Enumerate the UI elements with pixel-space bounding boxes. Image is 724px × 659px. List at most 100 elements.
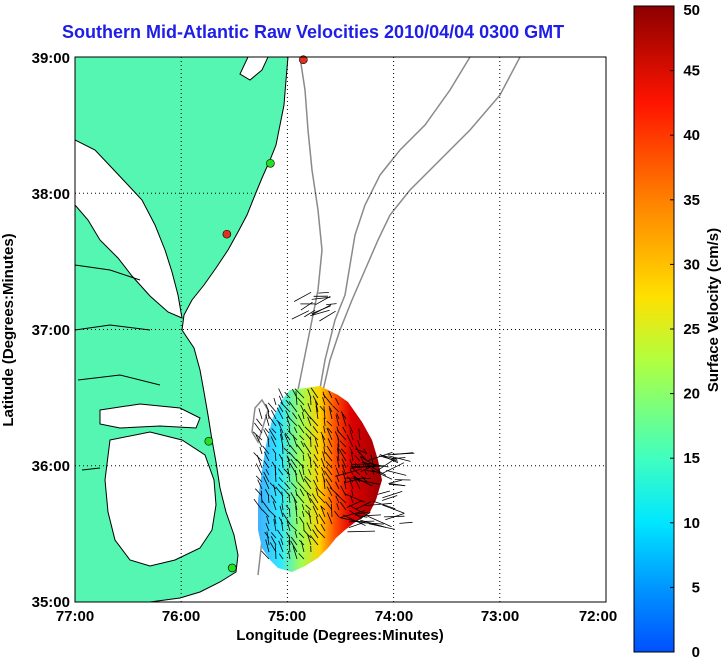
- velocity-vector: [319, 310, 336, 322]
- colorbar-tick-label: 30: [683, 256, 700, 273]
- barrier-islands: [234, 399, 248, 561]
- velocity-vector: [272, 448, 277, 455]
- velocity-vector: [304, 426, 312, 434]
- velocity-vector: [298, 424, 305, 434]
- pamlico-sound: [104, 431, 217, 567]
- velocity-vector: [315, 405, 319, 420]
- velocity-vector: [336, 503, 340, 511]
- velocity-vector: [282, 512, 291, 525]
- velocity-vector: [364, 462, 387, 476]
- velocity-vector: [267, 495, 270, 504]
- grid: [75, 57, 606, 602]
- velocity-vector: [272, 501, 277, 511]
- velocity-vector: [335, 467, 340, 476]
- river-lines: [75, 264, 161, 471]
- velocity-vector: [326, 512, 333, 525]
- velocity-vector: [280, 538, 284, 546]
- velocity-vector: [295, 493, 305, 504]
- velocity-vector: [288, 534, 291, 546]
- velocity-vector: [265, 414, 270, 427]
- velocity-vector: [328, 390, 333, 399]
- velocity-vector: [298, 553, 305, 560]
- velocity-vector: [307, 416, 312, 427]
- velocity-vector: [337, 447, 340, 462]
- velocity-vector: [355, 448, 367, 454]
- y-axis-label: Latitude (Degrees:Minutes): [0, 233, 17, 426]
- velocity-vector: [318, 292, 329, 294]
- velocity-vector: [278, 540, 284, 553]
- velocity-vector: [338, 449, 347, 462]
- velocity-field: [252, 291, 415, 572]
- velocity-vector: [360, 465, 385, 468]
- velocity-vector: [349, 520, 375, 523]
- velocity-vector: [352, 468, 361, 476]
- velocity-vector: [322, 451, 326, 462]
- velocity-vector: [314, 524, 319, 532]
- velocity-vector: [380, 462, 405, 475]
- colorbar-label: Surface Velocity (cm/s): [705, 228, 722, 392]
- velocity-vector: [357, 439, 361, 448]
- velocity-vector: [372, 500, 396, 510]
- velocity-vector: [378, 457, 397, 471]
- velocity-vector: [265, 523, 270, 532]
- velocity-vector: [337, 443, 340, 455]
- velocity-vector: [274, 468, 277, 483]
- velocity-vector: [308, 510, 312, 525]
- velocity-vector: [297, 397, 305, 406]
- velocity-vector: [280, 519, 284, 532]
- velocity-vector: [273, 397, 277, 406]
- velocity-vector: [307, 534, 312, 546]
- velocity-vector: [288, 540, 291, 553]
- velocity-vector: [263, 471, 270, 483]
- velocity-vector: [313, 454, 319, 462]
- velocity-vector: [302, 412, 305, 420]
- velocity-vector: [302, 454, 305, 462]
- velocity-vector: [389, 483, 406, 487]
- velocity-vector: [278, 404, 284, 413]
- velocity-vector: [287, 415, 298, 427]
- velocity-vector: [292, 434, 298, 448]
- velocity-vector: [318, 495, 326, 504]
- velocity-vector: [336, 429, 347, 441]
- velocity-vector: [335, 481, 340, 490]
- velocity-vector: [352, 476, 373, 487]
- velocity-vector: [346, 434, 354, 448]
- velocity-vector: [290, 536, 298, 546]
- velocity-vector: [306, 522, 312, 532]
- velocity-vector: [257, 479, 263, 490]
- velocity-vector: [315, 296, 331, 306]
- colorbar-tick-label: 25: [683, 321, 700, 338]
- velocity-vector: [336, 456, 340, 469]
- isobath-shelf-edge: [321, 57, 521, 396]
- velocity-vector: [299, 435, 305, 441]
- velocity-vector: [267, 414, 277, 427]
- velocity-vector: [303, 478, 312, 490]
- velocity-vector: [378, 455, 399, 462]
- isobath-loop: [251, 398, 269, 444]
- velocity-vector: [351, 489, 354, 497]
- velocity-vector: [387, 452, 415, 455]
- velocity-vector: [281, 457, 284, 469]
- colorbar: [633, 5, 675, 653]
- velocity-vector: [341, 413, 347, 427]
- velocity-vector: [309, 535, 319, 546]
- velocity-vector: [326, 445, 333, 455]
- velocity-vector: [290, 482, 298, 490]
- velocity-vector: [293, 497, 298, 511]
- velocity-vector: [271, 410, 277, 420]
- velocity-vector: [348, 521, 366, 528]
- velocity-vector: [287, 468, 291, 483]
- velocity-vector: [322, 396, 326, 406]
- velocity-vector: [281, 491, 284, 504]
- velocity-vector: [312, 529, 319, 539]
- velocity-vector: [323, 417, 326, 427]
- velocity-vector: [279, 429, 284, 441]
- velocity-vector: [388, 455, 411, 462]
- velocity-vector: [312, 505, 319, 518]
- velocity-vector: [282, 443, 284, 455]
- velocity-vector: [269, 542, 277, 553]
- velocity-vector: [336, 475, 340, 483]
- velocity-vector: [298, 532, 305, 539]
- plot-frame: [74, 56, 607, 603]
